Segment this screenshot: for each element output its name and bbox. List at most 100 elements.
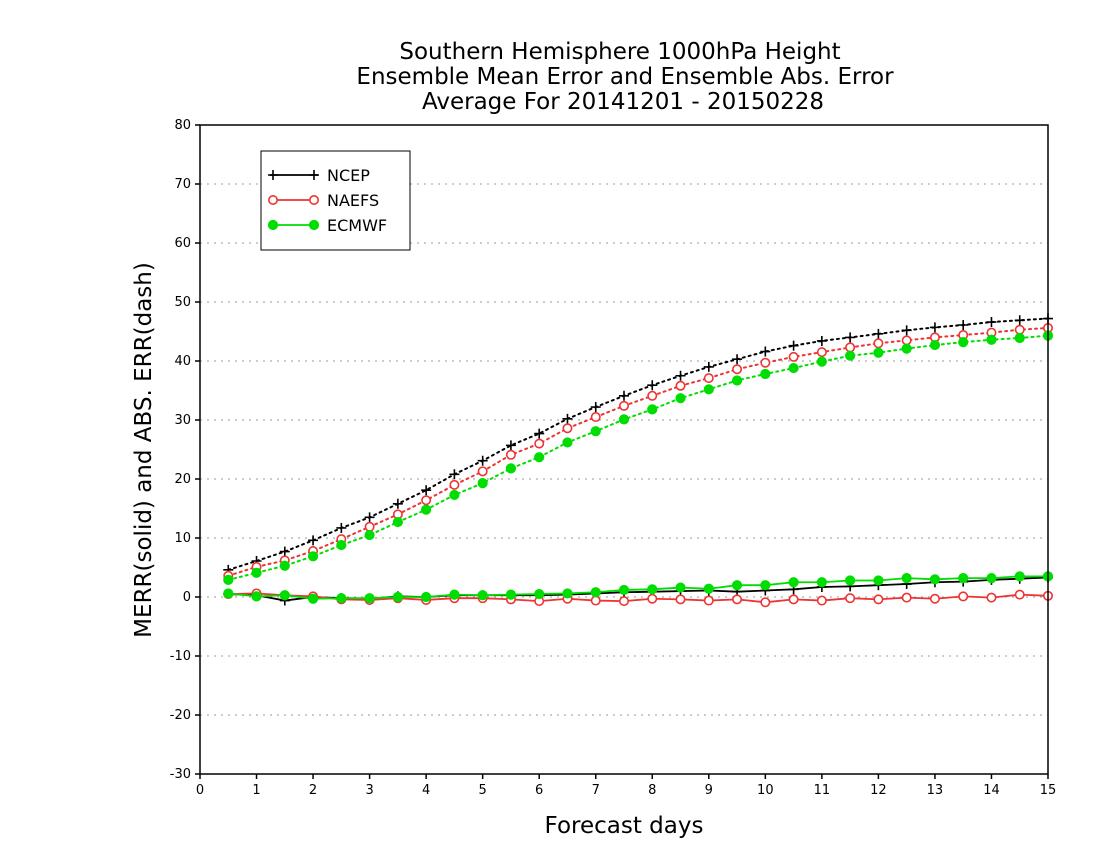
ecmwf-abs-error-point bbox=[901, 343, 912, 354]
y-tick-label: 60 bbox=[174, 236, 191, 251]
chart-title: Southern Hemisphere 1000hPa Height Ensem… bbox=[356, 39, 894, 115]
ecmwf-abs-error-point bbox=[364, 529, 375, 541]
ecmwf-abs-error-point bbox=[647, 404, 658, 415]
naefs-mean-error-point bbox=[986, 592, 997, 603]
ecmwf-mean-error-point bbox=[788, 577, 799, 588]
legend-ecmwf-marker-left bbox=[267, 219, 279, 231]
naefs-mean-error-point bbox=[873, 594, 884, 605]
x-tick-label: 0 bbox=[196, 783, 204, 798]
ncep-abs-error-point bbox=[675, 370, 686, 381]
ecmwf-mean-error-point bbox=[958, 573, 969, 584]
ecmwf-abs-error-point bbox=[449, 489, 460, 501]
ecmwf-abs-error-point bbox=[1014, 332, 1025, 344]
ecmwf-mean-error-point bbox=[618, 584, 630, 596]
x-tick-label: 12 bbox=[870, 783, 887, 798]
ecmwf-mean-error-point bbox=[307, 593, 319, 604]
ecmwf-mean-error-point bbox=[251, 591, 262, 602]
ncep-abs-error-point bbox=[421, 485, 432, 496]
naefs-abs-error-point bbox=[901, 335, 912, 346]
ecmwf-abs-error-point bbox=[675, 393, 686, 404]
y-axis-label: MERR(solid) and ABS. ERR(dash) bbox=[131, 262, 157, 638]
ecmwf-abs-error-point bbox=[251, 567, 262, 578]
naefs-abs-error-point bbox=[364, 521, 375, 532]
naefs-abs-error-point bbox=[562, 423, 573, 434]
ecmwf-mean-error-point bbox=[223, 588, 234, 599]
ncep-abs-error-point bbox=[703, 361, 714, 372]
naefs-abs-error-point bbox=[1014, 324, 1025, 335]
ecmwf-mean-error-point bbox=[534, 588, 545, 600]
ecmwf-abs-error-point bbox=[392, 516, 403, 528]
ncep-abs-error-point bbox=[958, 320, 969, 331]
x-tick-label: 6 bbox=[535, 783, 543, 798]
ecmwf-abs-error-point bbox=[760, 368, 771, 380]
legend-ecmwf-marker-right bbox=[308, 219, 320, 231]
ecmwf-abs-error-point bbox=[307, 551, 319, 562]
naefs-mean-error-point bbox=[590, 595, 601, 606]
naefs-abs-error-point bbox=[675, 380, 686, 391]
y-tick-label: 0 bbox=[183, 590, 191, 605]
legend: NCEP NAEFS ECMWF bbox=[260, 150, 411, 251]
ecmwf-abs-error-point bbox=[703, 384, 714, 395]
ncep-abs-error-point bbox=[986, 317, 997, 328]
ecmwf-mean-error-point bbox=[279, 590, 290, 601]
ecmwf-mean-error-point bbox=[675, 582, 686, 593]
legend-ecmwf-label: ECMWF bbox=[327, 216, 387, 235]
ecmwf-mean-error-point bbox=[1014, 571, 1025, 582]
ncep-abs-error-point bbox=[449, 469, 460, 480]
ecmwf-abs-error-point bbox=[421, 504, 432, 515]
title-line-2: Ensemble Mean Error and Ensemble Abs. Er… bbox=[356, 64, 894, 90]
ecmwf-abs-error-point bbox=[845, 350, 856, 361]
ecmwf-mean-error-point bbox=[929, 574, 941, 585]
legend-ncep-marker-left bbox=[268, 170, 278, 180]
y-tick-label: -10 bbox=[170, 649, 191, 664]
ncep-abs-error-line bbox=[227, 317, 1049, 571]
ncep-abs-error-point bbox=[562, 413, 573, 424]
naefs-abs-error-point bbox=[845, 342, 856, 353]
naefs-abs-error-point bbox=[647, 390, 658, 401]
y-tick-label: 30 bbox=[174, 413, 191, 428]
naefs-mean-error-point bbox=[703, 595, 714, 606]
title-line-1: Southern Hemisphere 1000hPa Height bbox=[399, 39, 840, 65]
ecmwf-mean-error-point bbox=[505, 589, 517, 600]
ecmwf-mean-error-point bbox=[364, 593, 375, 604]
ecmwf-mean-error-point bbox=[731, 580, 743, 591]
ncep-abs-error-point bbox=[392, 498, 403, 509]
naefs-mean-error-point bbox=[675, 594, 686, 605]
x-tick-label: 7 bbox=[592, 783, 600, 798]
y-tick-label: -20 bbox=[170, 708, 191, 723]
naefs-mean-error-point bbox=[845, 593, 856, 604]
title-line-3: Average For 20141201 - 20150228 bbox=[422, 89, 824, 115]
naefs-mean-error-point bbox=[1014, 589, 1025, 600]
naefs-mean-error-point bbox=[647, 593, 658, 604]
ncep-abs-error-point bbox=[788, 340, 799, 351]
ecmwf-abs-error-point bbox=[816, 356, 827, 367]
legend-naefs-label: NAEFS bbox=[327, 191, 379, 210]
x-tick-label: 4 bbox=[422, 783, 430, 798]
ecmwf-abs-error-point bbox=[731, 375, 743, 386]
legend-ncep-marker-right bbox=[309, 170, 319, 180]
ecmwf-mean-error-point bbox=[590, 587, 601, 598]
plot-area bbox=[223, 313, 1054, 608]
y-tick-label: 10 bbox=[174, 531, 191, 546]
ecmwf-mean-error-point bbox=[477, 590, 488, 601]
ncep-abs-error-point bbox=[619, 390, 629, 401]
ecmwf-abs-error-point bbox=[618, 414, 630, 425]
ecmwf-mean-error-point bbox=[647, 584, 658, 595]
x-tick-label: 3 bbox=[365, 783, 373, 798]
naefs-abs-error-point bbox=[760, 357, 771, 368]
naefs-abs-error-point bbox=[703, 373, 714, 384]
y-tick-label: 50 bbox=[174, 295, 191, 310]
ecmwf-abs-error-point bbox=[788, 362, 799, 374]
ecmwf-abs-error-point bbox=[477, 478, 488, 489]
legend-naefs-marker-right bbox=[308, 195, 319, 206]
ecmwf-mean-error-point bbox=[392, 591, 403, 603]
x-tick-label: 15 bbox=[1040, 783, 1057, 798]
ncep-abs-error-point bbox=[364, 512, 375, 523]
ecmwf-mean-error-point bbox=[449, 589, 460, 600]
ncep-abs-error-point bbox=[308, 535, 319, 546]
naefs-mean-error-point bbox=[732, 594, 743, 605]
ncep-abs-error-point bbox=[336, 522, 347, 533]
ncep-abs-error-point bbox=[647, 380, 658, 391]
